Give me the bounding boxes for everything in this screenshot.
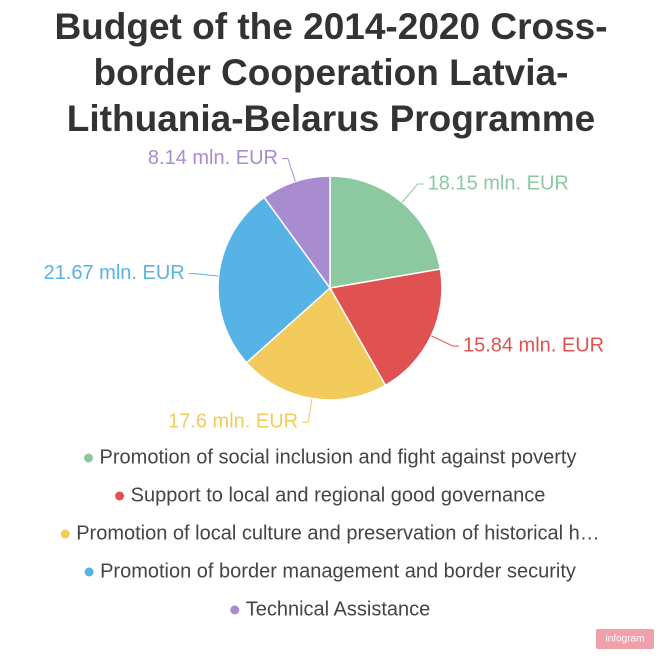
- legend-label: Technical Assistance: [246, 598, 431, 620]
- data-label: 8.14 mln. EUR: [148, 147, 278, 169]
- branding-badge: [596, 629, 654, 649]
- data-label: 21.67 mln. EUR: [44, 262, 185, 284]
- data-label: 17.6 mln. EUR: [168, 411, 298, 433]
- chart-title: Budget of the 2014-2020 Cross-border Coo…: [54, 6, 608, 139]
- branding: infogram: [606, 634, 645, 645]
- leader-line: [431, 335, 459, 347]
- legend-marker: [84, 567, 94, 577]
- legend-marker: [60, 529, 70, 539]
- leader-line: [302, 398, 313, 423]
- legend-marker: [84, 453, 94, 463]
- pie-slice: [245, 286, 387, 401]
- pie-slice: [329, 175, 442, 289]
- data-label: 18.15 mln. EUR: [428, 172, 569, 194]
- legend-label: Promotion of local culture and preservat…: [76, 522, 600, 544]
- legend-marker: [230, 605, 240, 615]
- legend-label: Support to local and regional good gover…: [131, 484, 546, 506]
- leader-line: [281, 158, 296, 182]
- legend-label: Promotion of social inclusion and fight …: [100, 446, 577, 468]
- pie-slice: [328, 268, 443, 387]
- legend-marker: [115, 491, 125, 501]
- leader-line: [401, 183, 424, 203]
- legend-label: Promotion of border management and borde…: [100, 560, 576, 582]
- leader-line: [188, 273, 219, 277]
- data-label: 15.84 mln. EUR: [463, 334, 604, 356]
